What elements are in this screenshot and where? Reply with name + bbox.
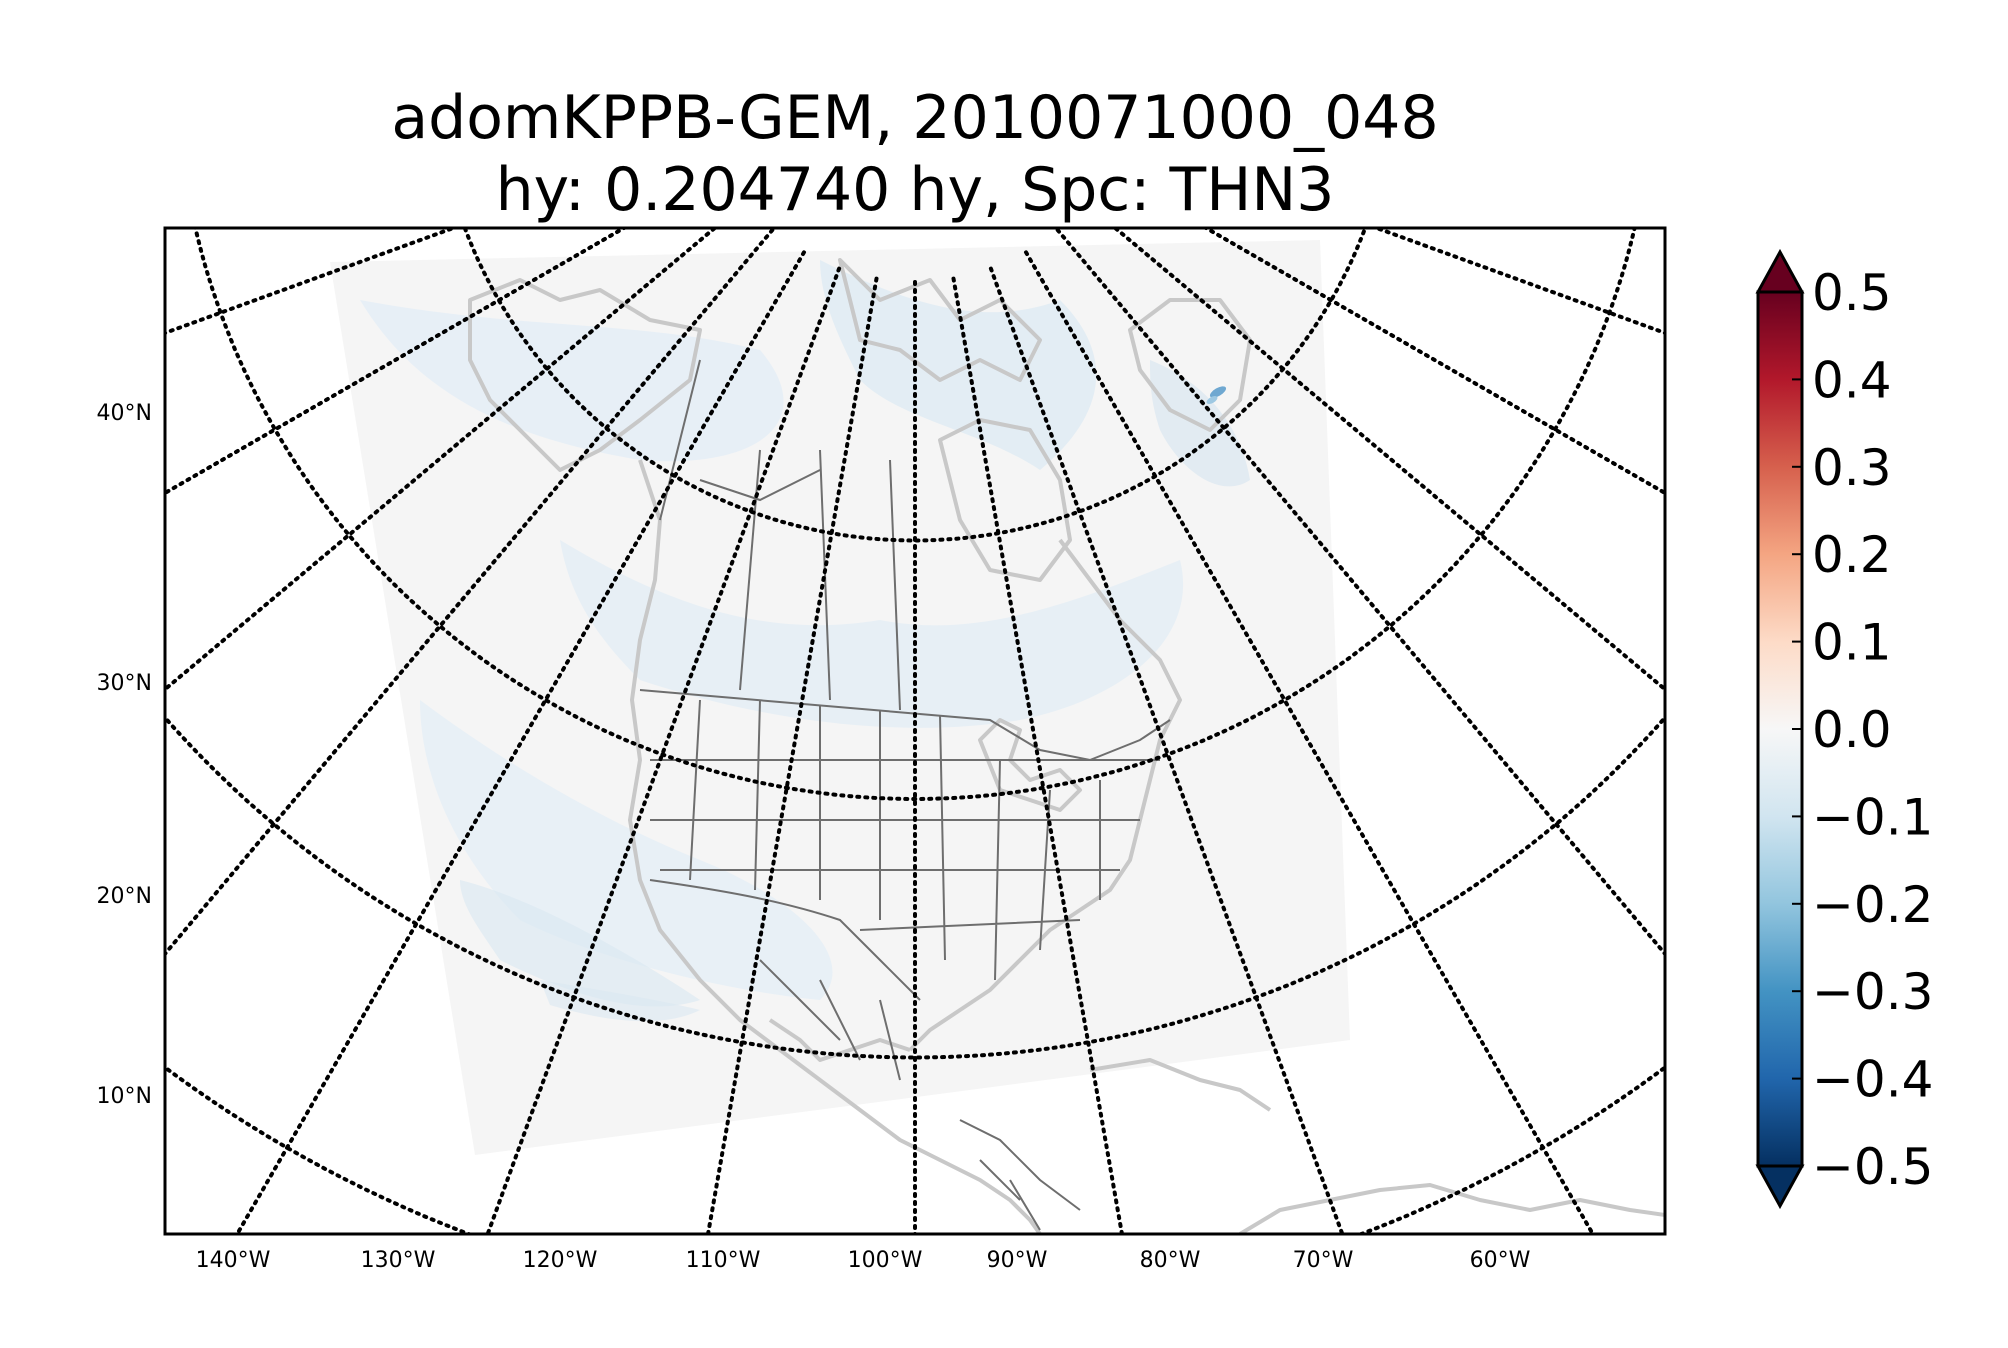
colorbar-tick-label: 0.1 [1812,614,1892,672]
colorbar-extend-min [1755,1164,1805,1210]
colorbar-tick-label: −0.1 [1812,788,1933,846]
longitude-labels: 140°W 130°W 120°W 110°W 100°W 90°W 80°W 70°W 60°… [196,1248,1531,1273]
border-canada-provinces [699,449,901,711]
coastline-west [628,459,1042,1234]
latitude-label: 30°N [97,671,152,696]
border-us-mexico [649,879,921,1001]
border-mexico-central-america [759,959,1081,1231]
coastline-east [908,538,1182,1052]
colorbar-tick-label: 0.0 [1812,701,1892,759]
meridian-line [485,266,842,1234]
longitude-label: 70°W [1293,1248,1354,1273]
border-us-states [650,699,1160,981]
colorbar-tick-label: 0.2 [1812,526,1892,584]
coastline-gulf [768,1018,911,1062]
longitude-label: 120°W [523,1248,598,1273]
coastline-alaska [468,278,702,472]
field-blob [460,880,700,1007]
meridian-line [1055,228,1665,957]
meridian-line [951,276,1125,1234]
meridian-line [1112,228,1665,692]
coastline-great-lakes [978,718,1082,812]
field-spot [1206,396,1218,404]
border-us-canada [639,689,1171,762]
meridian-line [165,228,628,496]
longitude-label: 130°W [361,1248,436,1273]
longitude-label: 60°W [1470,1248,1531,1273]
longitude-label: 90°W [987,1248,1048,1273]
field-blob [560,540,1184,728]
longitude-label: 140°W [196,1248,271,1273]
border-alaska [659,359,701,521]
meridian-line [165,228,775,957]
meridian-line [234,250,806,1234]
plot-title-line-2: hy: 0.204740 hy, Spc: THN3 [495,155,1335,225]
longitude-label: 110°W [686,1248,761,1273]
coastline-greenland [1128,298,1252,432]
colorbar-tick-label: 0.4 [1812,351,1892,409]
colorbar-tick-label: −0.3 [1812,963,1933,1021]
colorbar-tick-label: −0.2 [1812,876,1933,934]
meridian-line [988,266,1345,1234]
field-blob [540,980,700,1022]
latitude-label: 20°N [97,884,152,909]
latitude-label: 10°N [97,1084,152,1109]
colorbar-tick-label: 0.3 [1812,439,1892,497]
coastlines [468,258,1665,1234]
meridian-line [1024,250,1596,1234]
map-frame [163,226,1667,1236]
parallel-line [193,228,1637,802]
coastline-caribbean [1089,1058,1272,1112]
meridian-line [1202,228,1665,496]
colorbar: 0.5 0.4 0.3 0.2 0.1 0.0 −0.1 −0.2 −0.3 −0.4 −0.5 [1755,248,1933,1210]
plot-title-line-1: adomKPPB-GEM, 2010071000_048 [391,83,1439,153]
latitude-label: 40°N [97,401,152,426]
longitude-label: 80°W [1140,1248,1201,1273]
latitude-labels: 40°N 30°N 20°N 10°N [97,401,152,1109]
field-spot [1209,386,1227,398]
colorbar-tick-label: −0.4 [1812,1051,1933,1109]
field-blob [820,260,1097,470]
coastline-arctic-islands [838,258,1042,382]
colorbar-extend-max [1755,248,1805,294]
meridian-line [165,228,460,336]
meridian-line [705,276,879,1234]
meridian-line [165,228,718,692]
colorbar-tick-label: 0.5 [1812,264,1892,322]
longitude-label: 100°W [848,1248,923,1273]
meridian-line [1370,228,1665,336]
colorbar-tick-label: −0.5 [1812,1138,1933,1196]
political-borders [639,359,1171,1231]
coastline-hudson [938,418,1072,582]
